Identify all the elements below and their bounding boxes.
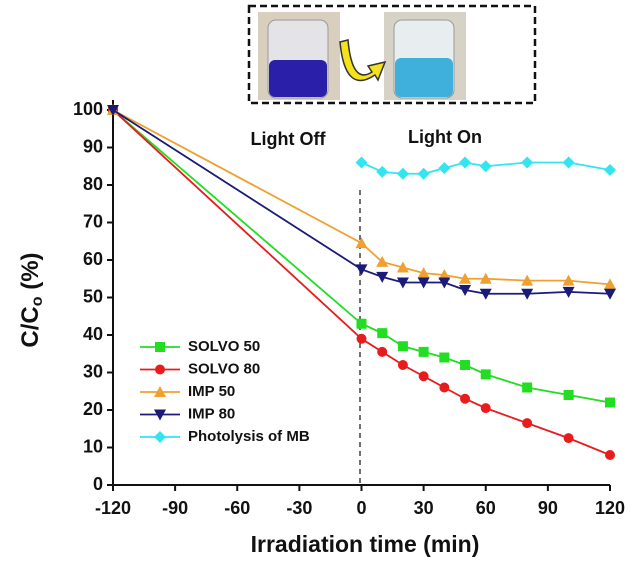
marker [605,450,615,460]
legend-label: Photolysis of MB [188,428,310,445]
arrow [340,40,385,80]
y-tick-label: 20 [83,399,103,419]
marker [357,319,367,329]
series-line [113,110,610,403]
marker [522,418,532,428]
x-tick-label: 30 [414,498,434,518]
marker [377,347,387,357]
y-tick-label: 90 [83,136,103,156]
x-tick-label: 60 [476,498,496,518]
marker [481,369,491,379]
annotation: Light On [408,127,482,147]
marker [459,157,471,169]
legend-label: IMP 80 [188,405,235,422]
marker [356,264,368,275]
marker [418,168,430,180]
x-tick-label: 0 [356,498,366,518]
legend-marker [155,342,165,352]
marker [439,353,449,363]
x-tick-label: 120 [595,498,625,518]
x-tick-label: 90 [538,498,558,518]
y-label-sub: o [29,296,46,306]
y-tick-label: 60 [83,249,103,269]
marker [564,433,574,443]
x-axis-label: Irradiation time (min) [251,531,480,557]
marker [419,347,429,357]
y-tick-label: 40 [83,324,103,344]
marker [438,162,450,174]
x-tick-label: -120 [95,498,131,518]
marker [357,334,367,344]
chart: Light Off Light On Irradiation time (min… [0,0,631,562]
y-axis-label: C/Co (%) [17,252,46,347]
marker [480,160,492,172]
legend-label: IMP 50 [188,383,235,400]
y-tick-label: 50 [83,286,103,306]
x-tick-label: -90 [162,498,188,518]
marker [376,166,388,178]
annotation: Light Off [251,129,327,149]
legend-marker [154,431,166,443]
y-label-part: (%) [17,252,44,296]
marker [563,157,575,169]
y-tick-label: 0 [93,474,103,494]
x-tick-label: -30 [286,498,312,518]
marker [460,394,470,404]
marker [398,341,408,351]
y-tick-label: 30 [83,361,103,381]
y-tick-label: 10 [83,436,103,456]
marker [604,164,616,176]
marker [377,328,387,338]
legend-label: SOLVO 50 [188,338,260,355]
x-tick-label: -60 [224,498,250,518]
marker [439,383,449,393]
marker [356,237,368,248]
jar-liquid [395,58,453,97]
y-label-part: C/C [17,306,44,347]
marker [521,157,533,169]
legend-marker [155,365,165,375]
y-tick-label: 80 [83,174,103,194]
jar-liquid [269,60,327,97]
marker [564,390,574,400]
marker [481,403,491,413]
marker [398,360,408,370]
marker [397,168,409,180]
marker [419,371,429,381]
series-line [113,110,610,284]
marker [522,383,532,393]
inset [249,6,535,103]
y-tick-label: 70 [83,211,103,231]
marker [460,360,470,370]
legend-label: SOLVO 80 [188,360,260,377]
marker [356,157,368,169]
y-tick-label: 100 [73,99,103,119]
marker [605,398,615,408]
